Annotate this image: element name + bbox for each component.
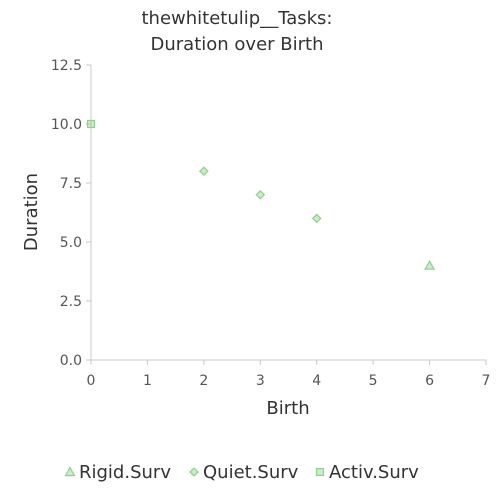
legend: Rigid.Surv Quiet.Surv Activ.Surv: [64, 462, 419, 483]
data-point-diamond: [255, 189, 266, 200]
x-tick-label: 5: [369, 373, 378, 389]
legend-label: Quiet.Surv: [203, 462, 299, 483]
x-tick-label: 6: [425, 373, 434, 389]
axes: [90, 65, 486, 361]
y-tick-label: 7.5: [60, 176, 82, 192]
data-point-diamond: [199, 166, 209, 177]
y-axis-label: Duration: [21, 173, 42, 251]
data-point-square: [86, 119, 96, 129]
x-tick-label: 4: [312, 373, 321, 389]
legend-marker-square: [315, 467, 325, 477]
x-tick-label: 1: [143, 373, 152, 389]
y-tick-label: 12.5: [51, 58, 82, 74]
legend-label: Activ.Surv: [329, 462, 419, 483]
x-tick-label: 2: [199, 373, 208, 389]
legend-marker-triangle: [64, 466, 76, 477]
chart-title: thewhitetulip__Tasks: Duration over Birt…: [142, 8, 333, 55]
x-ticks: 0 1 2 3 4 5 6 7: [87, 360, 491, 389]
x-tick-label: 7: [482, 373, 491, 389]
data-point-diamond: [311, 213, 322, 224]
x-tick-label: 3: [256, 373, 265, 389]
chart-title-line-2: Duration over Birth: [151, 34, 324, 55]
y-tick-label: 2.5: [60, 294, 82, 310]
x-tick-label: 0: [87, 373, 96, 389]
chart-title-line-1: thewhitetulip__Tasks:: [142, 8, 333, 29]
data-point-triangle: [424, 259, 436, 270]
legend-marker-diamond: [189, 467, 199, 477]
data-points: [86, 119, 436, 270]
y-ticks: 0.0 2.5 5.0 7.5 10.0 12.5: [51, 58, 91, 369]
x-axis-label: Birth: [266, 398, 309, 419]
y-tick-label: 0.0: [60, 353, 82, 369]
y-tick-label: 5.0: [60, 235, 82, 251]
y-tick-label: 10.0: [51, 117, 82, 133]
legend-label: Rigid.Surv: [79, 462, 171, 483]
